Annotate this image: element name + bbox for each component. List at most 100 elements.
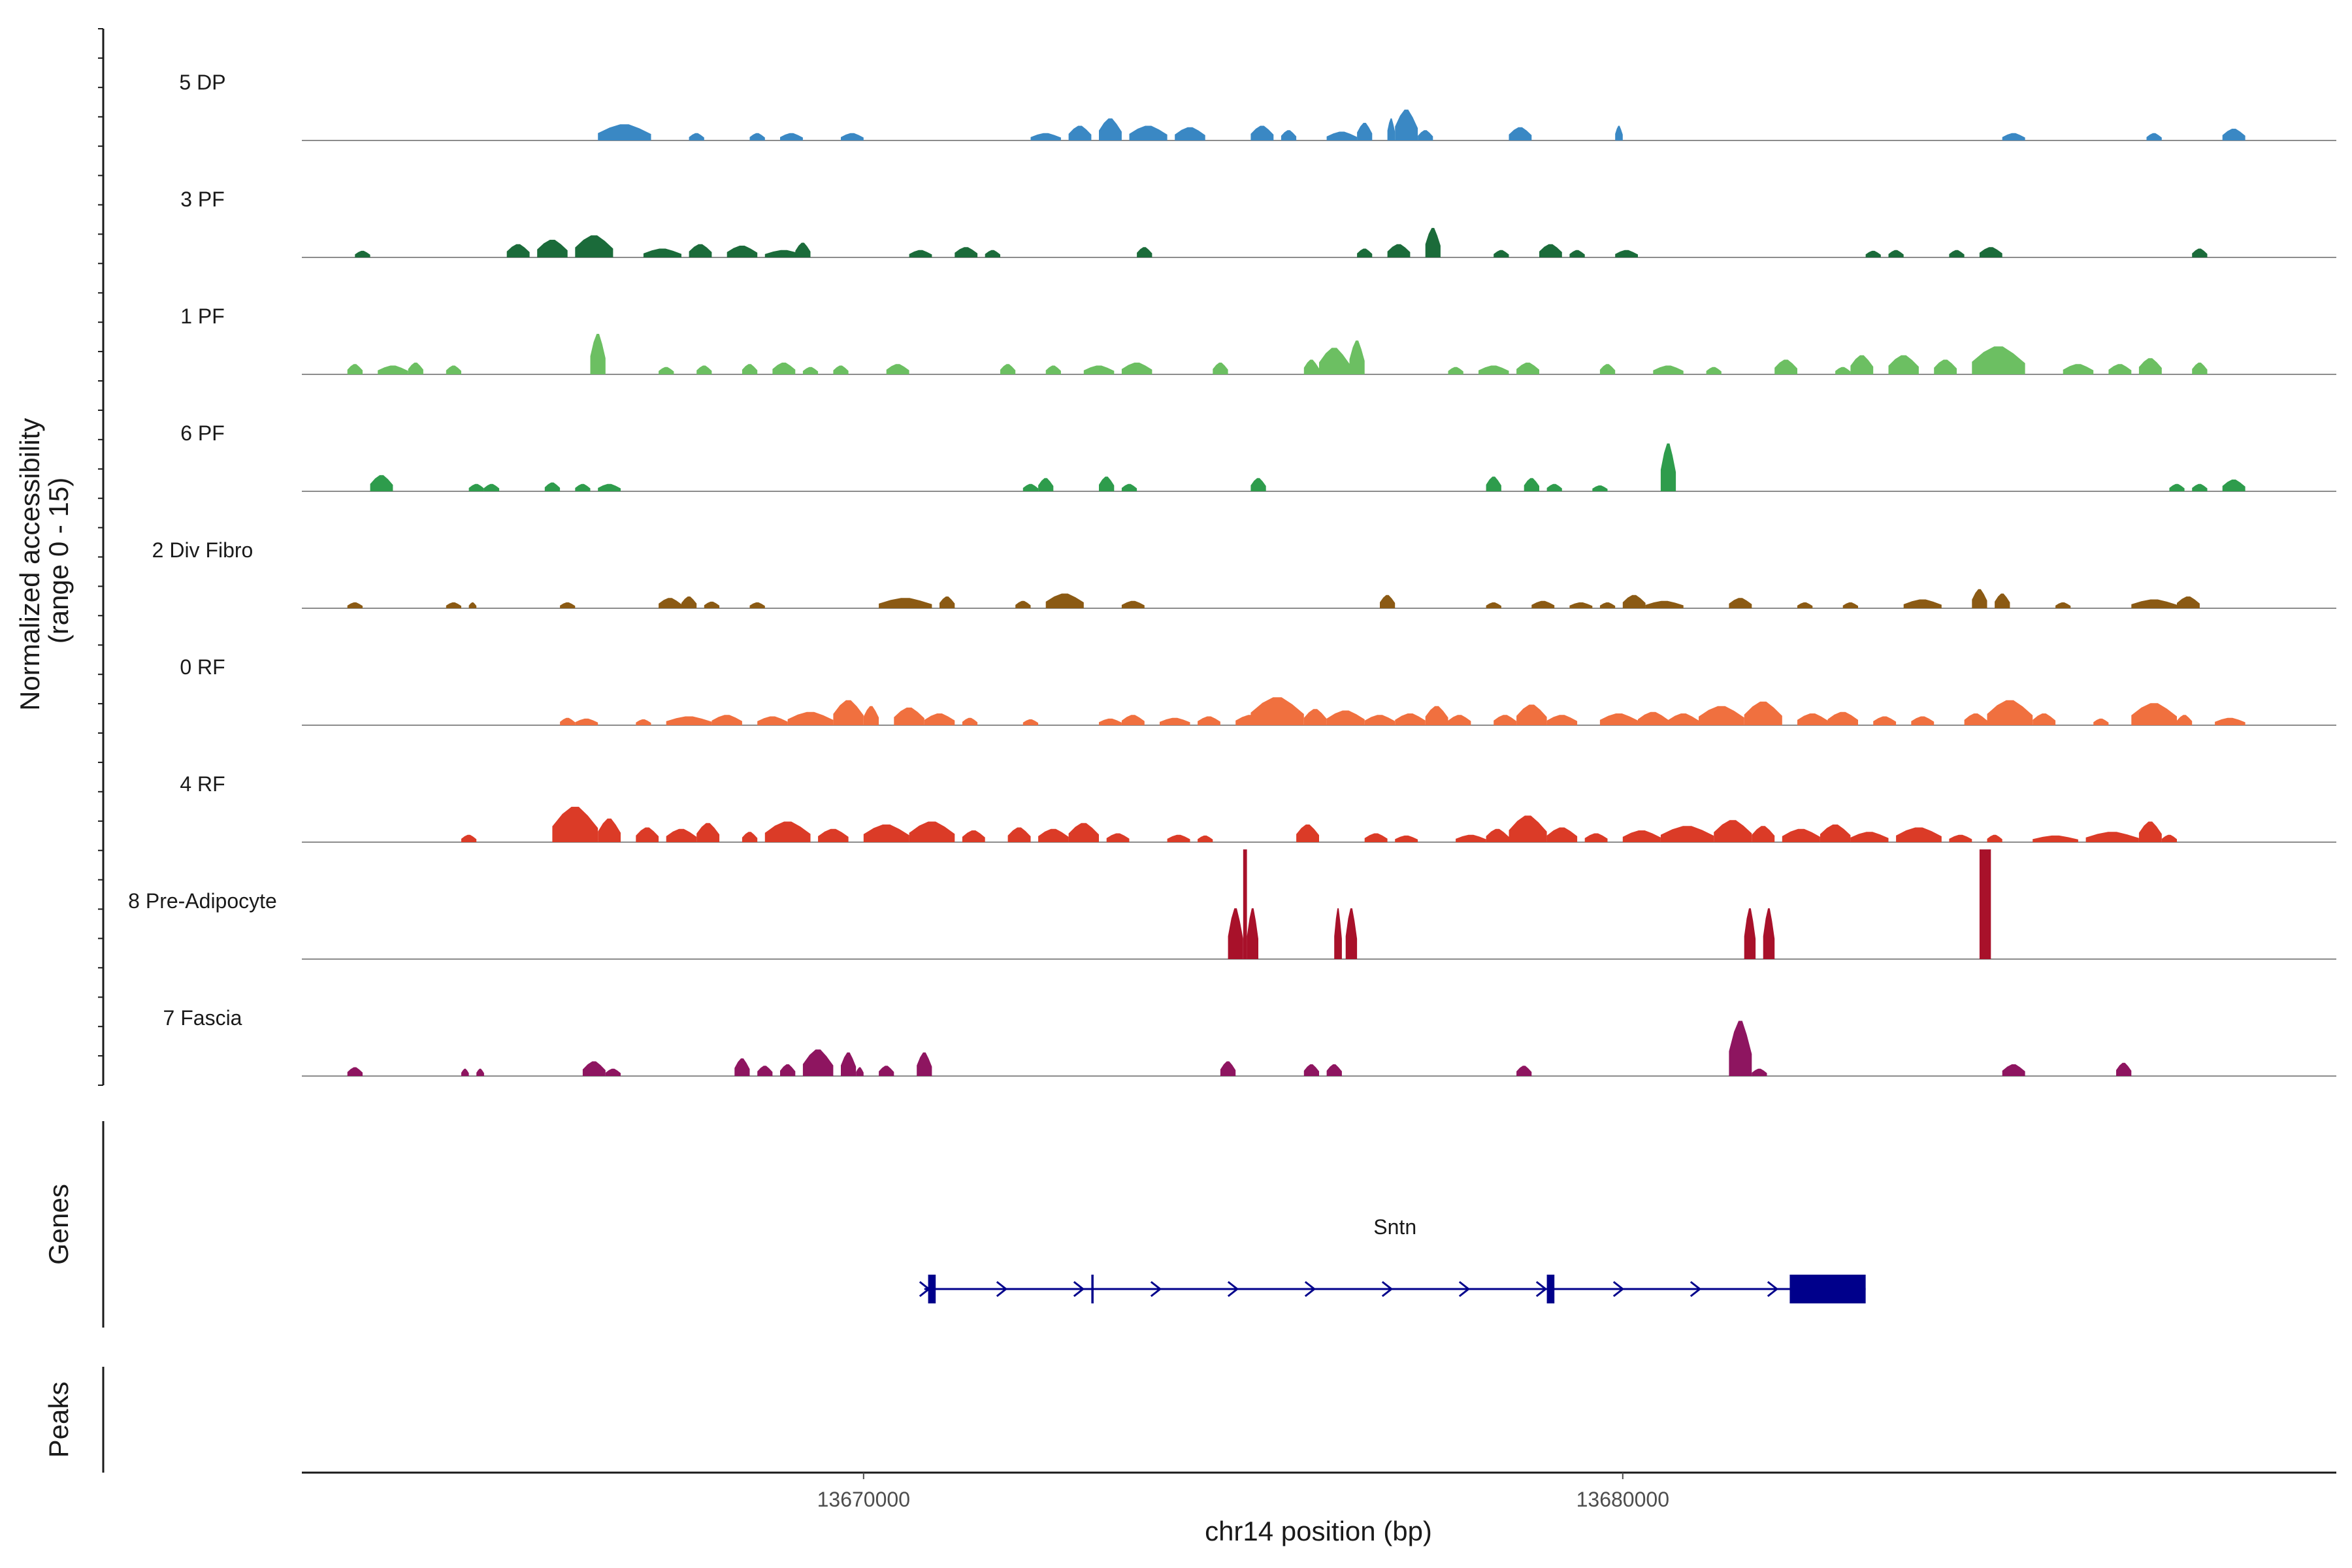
coverage-peak: [1448, 367, 1463, 374]
coverage-peak: [544, 482, 561, 491]
coverage-peak: [1531, 600, 1555, 608]
coverage-peak: [1387, 118, 1396, 140]
coverage-peak: [1448, 715, 1471, 725]
coverage-peak: [1592, 485, 1608, 491]
coverage-peak: [378, 365, 408, 374]
coverage-peak: [1896, 827, 1942, 842]
coverage-peak: [1022, 483, 1039, 491]
coverage-peak: [689, 133, 704, 140]
coverage-peak: [446, 365, 461, 374]
coverage-peak: [1303, 709, 1327, 725]
coverage-peak: [537, 240, 568, 257]
coverage-peak: [2131, 703, 2177, 725]
track-label: 0 RF: [180, 655, 225, 679]
coverage-peak: [1243, 849, 1247, 959]
coverage-peak: [1865, 250, 1881, 257]
gene-strand-arrow: [1304, 1281, 1316, 1298]
coverage-peak: [2177, 596, 2200, 608]
gene-strand-arrow: [1073, 1281, 1085, 1298]
coverage-peak: [1729, 1021, 1752, 1076]
coverage-peak: [696, 365, 712, 374]
coverage-peak: [879, 1066, 894, 1076]
coverage-peak: [833, 365, 849, 374]
coverage-peak: [1888, 250, 1904, 257]
coverage-peak: [659, 598, 681, 608]
x-axis-tick-label: 13680000: [1576, 1488, 1669, 1511]
coverage-peak: [1045, 365, 1061, 374]
track-label: 8 Pre-Adipocyte: [128, 889, 277, 913]
coverage-peak: [795, 242, 811, 257]
coverage-peak: [704, 601, 720, 608]
coverage-peak: [863, 825, 909, 842]
peaks-panel-title: Peaks: [43, 1382, 74, 1458]
coverage-peak: [1979, 247, 2002, 257]
coverage-peak: [1175, 127, 1205, 140]
coverage-peak: [666, 716, 712, 725]
coverage-peak: [1782, 828, 1820, 842]
coverage-peak: [1007, 827, 1031, 842]
coverage-peak: [2146, 133, 2162, 140]
coverage-peak: [1030, 133, 1061, 140]
coverage-peak: [659, 367, 674, 374]
coverage-peak: [1099, 118, 1122, 140]
coverage-peak: [1099, 476, 1115, 491]
coverage-peak: [1494, 715, 1517, 725]
coverage-peak: [764, 250, 803, 257]
gene-exon: [1789, 1275, 1866, 1303]
gene-strand-arrow: [1458, 1281, 1471, 1298]
coverage-peak: [1934, 359, 1957, 374]
gene-strand-arrow: [1535, 1281, 1548, 1298]
coverage-peak: [1250, 697, 1304, 725]
coverage-peak: [894, 708, 924, 725]
coverage-peak: [1326, 710, 1365, 725]
gene-strand-arrow: [1612, 1281, 1625, 1298]
coverage-peak: [1038, 478, 1054, 491]
coverage-peak: [841, 133, 864, 140]
track-4-rf: 4 RF: [180, 772, 2336, 843]
coverage-peak: [2093, 718, 2109, 725]
track-label: 7 Fascia: [163, 1006, 242, 1030]
coverage-peak: [1395, 109, 1418, 140]
coverage-peak: [1972, 346, 2025, 374]
coverage-peak: [1494, 250, 1509, 257]
coverage-peak: [1524, 478, 1539, 491]
coverage-peak: [1022, 719, 1039, 725]
coverage-peak: [1303, 1064, 1319, 1076]
coverage-peak: [1668, 713, 1699, 725]
x-axis-title: chr14 position (bp): [1205, 1516, 1432, 1546]
coverage-peak: [879, 598, 932, 608]
coverage-peak: [757, 716, 788, 725]
coverage-peak: [2002, 133, 2025, 140]
coverage-peak: [1281, 130, 1297, 140]
coverage-peak: [1820, 825, 1851, 842]
coverage-peak: [347, 364, 363, 374]
coverage-peak: [1167, 834, 1190, 842]
coverage-peak: [749, 133, 765, 140]
coverage-peak: [1380, 595, 1396, 608]
coverage-peak: [1615, 250, 1638, 257]
coverage-peak: [689, 244, 712, 257]
coverage-peak: [1083, 365, 1115, 374]
coverage-peak: [863, 706, 879, 725]
coverage-peak: [605, 1068, 621, 1076]
gene-exon: [1546, 1275, 1555, 1303]
track-6-pf: 6 PF: [180, 421, 2336, 492]
coverage-peak: [917, 1052, 932, 1076]
coverage-peak: [468, 483, 484, 491]
coverage-peak: [468, 602, 477, 608]
coverage-peak: [1198, 716, 1220, 725]
coverage-peak: [1949, 250, 1965, 257]
coverage-peak: [1774, 359, 1797, 374]
coverage-peak: [1706, 367, 1722, 374]
coverage-peak: [1303, 359, 1319, 374]
coverage-peak: [909, 250, 932, 257]
coverage-peak: [1987, 834, 2002, 842]
y-axis-title: Normalized accessibility (range 0 - 15): [14, 410, 74, 711]
coverage-peak: [1319, 348, 1350, 374]
coverage-peak: [2085, 832, 2139, 842]
coverage-peak: [1486, 476, 1501, 491]
gene-strand-arrow: [1690, 1281, 1702, 1298]
coverage-peak: [408, 363, 423, 374]
coverage-peak: [1334, 908, 1342, 959]
coverage-peak: [2033, 835, 2078, 842]
